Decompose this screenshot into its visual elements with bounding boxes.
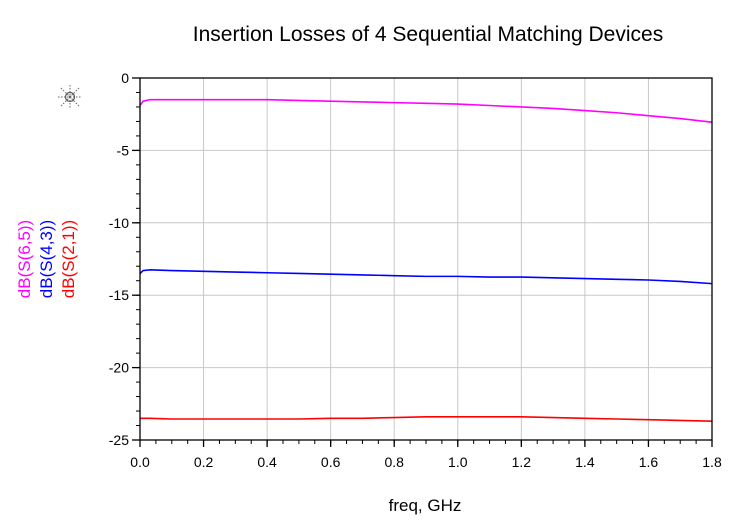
x-tick-label: 1.0: [448, 454, 468, 470]
x-tick-label: 1.2: [512, 454, 532, 470]
y-axis-ticks: 0 -5 -10 -15 -20 -25: [109, 70, 140, 448]
x-tick-label: 1.6: [639, 454, 659, 470]
crosshair-marker-icon[interactable]: [58, 85, 82, 109]
y-tick-label: -5: [117, 142, 130, 158]
series-line-db-s-6-5: [139, 98, 713, 123]
y-tick-label: -25: [109, 432, 129, 448]
grid: [140, 78, 712, 440]
series-line-db-s-2-1: [140, 416, 713, 422]
y-axis-labels: dB(S(6,5)) dB(S(4,3)) dB(S(2,1)): [15, 220, 78, 298]
x-tick-label: 0.0: [130, 454, 150, 470]
series-lines: [139, 98, 713, 422]
y-axis-label-series: dB(S(6,5)): [15, 220, 34, 298]
minor-ticks: [136, 77, 713, 444]
plot-frame: [139, 77, 713, 441]
x-tick-label: 1.4: [575, 454, 595, 470]
x-tick-label: 0.2: [194, 454, 214, 470]
y-tick-label: -10: [109, 215, 129, 231]
x-axis-ticks: 0.0 0.2 0.4 0.6 0.8 1.0 1.2 1.4 1.6 1.8: [130, 440, 722, 470]
y-axis-label-series: dB(S(2,1)): [59, 220, 78, 298]
x-axis-label: freq, GHz: [389, 496, 462, 515]
x-tick-label: 0.8: [384, 454, 404, 470]
y-tick-label: 0: [121, 70, 129, 86]
x-tick-label: 1.8: [702, 454, 722, 470]
y-axis-label-series: dB(S(4,3)): [37, 220, 56, 298]
y-tick-label: -15: [109, 287, 129, 303]
chart-title: Insertion Losses of 4 Sequential Matchin…: [193, 23, 663, 46]
y-tick-label: -20: [109, 360, 129, 376]
x-tick-label: 0.4: [257, 454, 277, 470]
x-tick-label: 0.6: [321, 454, 341, 470]
series-line-db-s-4-3: [139, 269, 713, 285]
